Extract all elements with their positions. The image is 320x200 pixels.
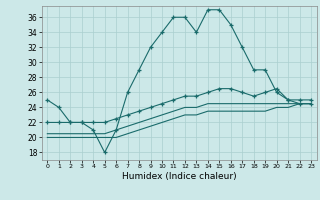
X-axis label: Humidex (Indice chaleur): Humidex (Indice chaleur) [122, 172, 236, 181]
